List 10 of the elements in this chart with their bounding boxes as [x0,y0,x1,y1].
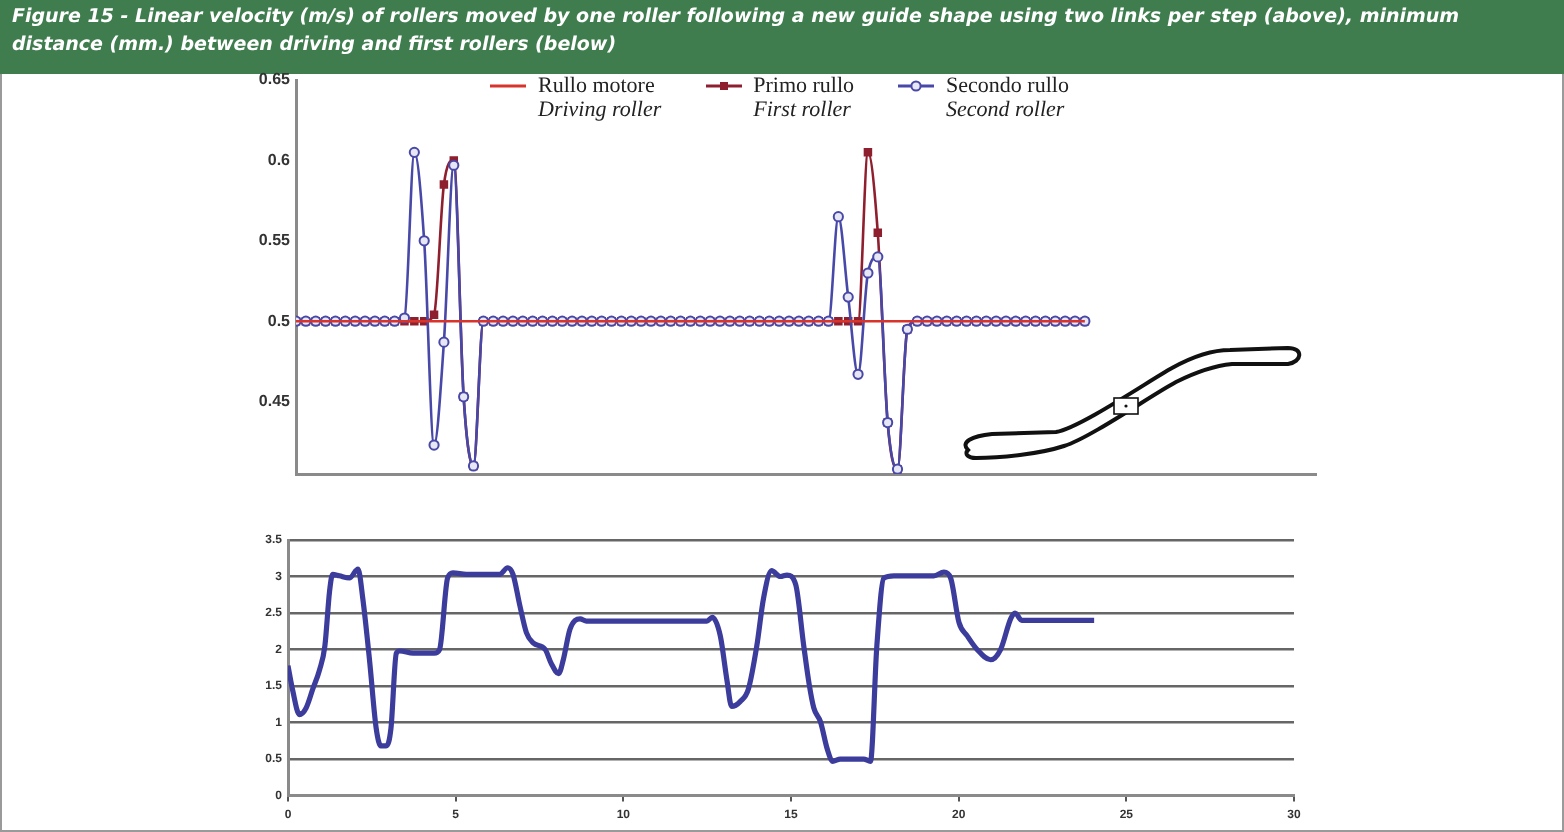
legend-label: Primo rullo First roller [753,74,855,122]
y-tick-label: 0.65 [258,70,292,89]
legend-label: Secondo rullo Second roller [946,74,1069,122]
line-series [288,565,1097,764]
y-tick-label: 0.45 [258,392,292,411]
y-tick-label: 0.5 [267,311,292,330]
legend-label: Rullo motore Driving roller [538,74,662,122]
y-tick-label: 0.55 [258,231,292,250]
y-tick-label: 0.6 [267,150,292,169]
chart-title: Figure 15 - Linear velocity (m/s) of rollers moved by one roller following a new guide shape using two links per step (above), minimum distance (mm.) between driving and first rollers (below) [0,0,1564,74]
